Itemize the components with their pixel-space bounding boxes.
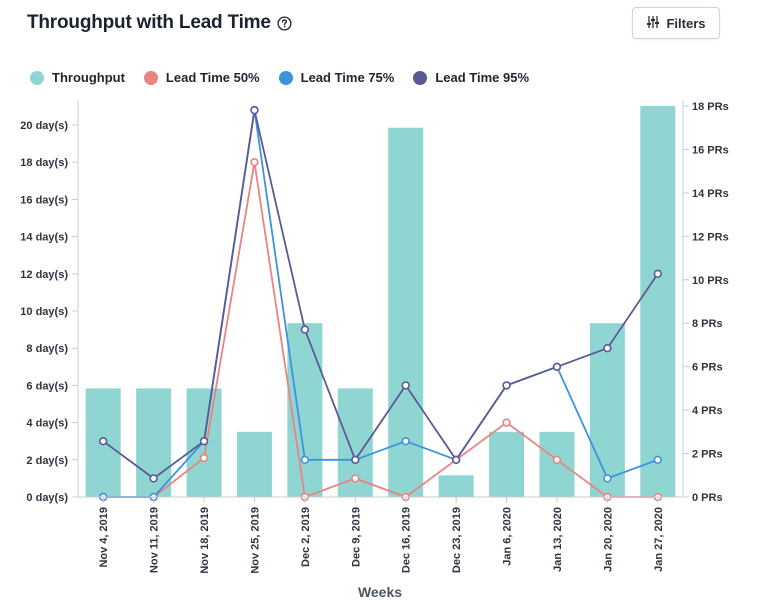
x-tick-label: Dec 2, 2019 bbox=[300, 507, 312, 567]
lead-time-75-point[interactable] bbox=[300, 455, 310, 464]
lead-time-95-point[interactable] bbox=[300, 325, 310, 334]
x-tick-label: Dec 16, 2019 bbox=[401, 507, 413, 573]
x-tick-label: Jan 6, 2020 bbox=[502, 507, 514, 566]
lead-time-75-point[interactable] bbox=[401, 437, 410, 446]
legend-item-lead-time-75[interactable]: Lead Time 75% bbox=[278, 70, 395, 85]
legend-swatch-lead-time-75 bbox=[278, 70, 293, 85]
legend-swatch-lead-time-50 bbox=[143, 70, 158, 85]
throughput-bar[interactable] bbox=[388, 127, 424, 497]
legend-label-lead-time-95: Lead Time 95% bbox=[435, 70, 530, 85]
lead-time-95-point[interactable] bbox=[351, 455, 360, 464]
y-left-tick-label: 16 day(s) bbox=[20, 194, 68, 206]
lead-time-95-point[interactable] bbox=[401, 381, 410, 390]
lead-time-lines bbox=[102, 109, 659, 498]
throughput-bar[interactable] bbox=[438, 475, 474, 497]
lead-time-50-line bbox=[103, 161, 658, 498]
x-tick-label: Jan 20, 2020 bbox=[602, 507, 614, 572]
lead-time-95-line bbox=[102, 109, 659, 480]
y-left-tick-label: 8 day(s) bbox=[26, 343, 68, 355]
y-left-tick-label: 12 day(s) bbox=[20, 269, 68, 281]
lead-time-95-point[interactable] bbox=[552, 362, 562, 371]
legend-item-throughput[interactable]: Throughput bbox=[30, 70, 125, 85]
lead-time-95-point[interactable] bbox=[451, 455, 461, 464]
legend-item-lead-time-50[interactable]: Lead Time 50% bbox=[143, 70, 260, 85]
x-tick-label: Dec 9, 2019 bbox=[350, 507, 362, 567]
y-left-tick-label: 4 day(s) bbox=[26, 418, 68, 430]
throughput-bar[interactable] bbox=[640, 106, 676, 497]
lead-time-75-point[interactable] bbox=[603, 474, 612, 483]
lead-time-50-point[interactable] bbox=[199, 453, 209, 463]
y-right-tick-label: 10 PRs bbox=[692, 275, 729, 287]
lead-time-95-point[interactable] bbox=[99, 437, 108, 446]
x-tick-label: Jan 13, 2020 bbox=[552, 507, 564, 572]
y-left-tick-label: 20 day(s) bbox=[20, 120, 68, 132]
lead-time-95-point[interactable] bbox=[653, 269, 662, 278]
y-right-tick-label: 18 PRs bbox=[692, 101, 729, 113]
y-left-tick-label: 10 day(s) bbox=[20, 306, 68, 318]
y-axis-right: 0 PRs 2 PRs 4 PRs 6 PRs 8 PRs 10 PRs 12 PRs 14 … bbox=[682, 100, 729, 504]
y-axis-left: 0 day(s) 2 day(s) 4 day(s) 6 day(s) 8 day(s)… bbox=[20, 100, 79, 504]
y-right-tick-label: 12 PRs bbox=[692, 231, 729, 243]
legend-label-lead-time-75: Lead Time 75% bbox=[300, 70, 395, 85]
y-right-tick-label: 2 PRs bbox=[692, 449, 723, 461]
legend-swatch-lead-time-95 bbox=[413, 70, 428, 85]
legend-item-lead-time-95[interactable]: Lead Time 95% bbox=[413, 70, 529, 85]
legend-swatch-throughput bbox=[30, 70, 44, 85]
throughput-bars bbox=[85, 106, 676, 497]
filters-button-label: Filters bbox=[666, 15, 706, 31]
chart-legend: Throughput Lead Time 50% Lead Time 75% L… bbox=[30, 70, 548, 85]
throughput-bar[interactable] bbox=[489, 431, 525, 497]
sliders-icon bbox=[646, 15, 660, 31]
lead-time-95-point[interactable] bbox=[149, 474, 158, 483]
chart-title-text: Throughput with Lead Time bbox=[27, 12, 271, 33]
x-tick-label: Dec 23, 2019 bbox=[451, 507, 463, 573]
x-axis: Nov 4, 2019 Nov 11, 2019 Nov 18, 2019 Nov 2… bbox=[78, 496, 683, 574]
y-left-tick-label: 0 day(s) bbox=[26, 492, 68, 504]
y-right-tick-label: 16 PRs bbox=[692, 144, 729, 156]
y-right-tick-label: 4 PRs bbox=[692, 405, 723, 417]
y-right-tick-label: 8 PRs bbox=[692, 318, 723, 330]
y-left-tick-label: 18 day(s) bbox=[20, 157, 68, 169]
y-right-tick-label: 6 PRs bbox=[692, 362, 723, 374]
lead-time-95-point[interactable] bbox=[502, 381, 511, 390]
throughput-bar[interactable] bbox=[287, 323, 323, 497]
lead-time-75-line bbox=[103, 109, 659, 498]
x-tick-label: Nov 4, 2019 bbox=[98, 507, 110, 568]
x-tick-label: Jan 27, 2020 bbox=[653, 507, 665, 572]
x-tick-label: Nov 18, 2019 bbox=[199, 507, 211, 574]
legend-label-throughput: Throughput bbox=[52, 70, 125, 85]
lead-time-95-point[interactable] bbox=[250, 105, 259, 115]
lead-time-50-point[interactable] bbox=[552, 455, 562, 464]
filters-button[interactable]: Filters bbox=[632, 7, 720, 39]
throughput-bar[interactable] bbox=[236, 431, 272, 497]
y-left-tick-label: 14 day(s) bbox=[20, 232, 68, 244]
throughput-bar[interactable] bbox=[539, 431, 575, 497]
lead-time-50-point[interactable] bbox=[351, 474, 360, 483]
x-axis-title: Weeks bbox=[358, 584, 402, 600]
lead-time-95-point[interactable] bbox=[603, 344, 612, 353]
help-icon[interactable] bbox=[277, 15, 292, 31]
y-right-tick-label: 14 PRs bbox=[692, 188, 729, 200]
lead-time-points bbox=[99, 105, 662, 502]
y-right-tick-label: 0 PRs bbox=[692, 492, 723, 504]
lead-time-95-point[interactable] bbox=[199, 437, 209, 446]
chart-title: Throughput with Lead Time bbox=[27, 12, 292, 34]
lead-time-75-point[interactable] bbox=[653, 455, 662, 464]
x-tick-label: Nov 25, 2019 bbox=[249, 507, 261, 574]
y-left-tick-label: 6 day(s) bbox=[26, 380, 68, 392]
legend-label-lead-time-50: Lead Time 50% bbox=[165, 70, 260, 85]
y-left-tick-label: 2 day(s) bbox=[26, 455, 68, 467]
lead-time-50-point[interactable] bbox=[250, 158, 259, 167]
x-tick-label: Nov 11, 2019 bbox=[149, 507, 161, 573]
lead-time-50-point[interactable] bbox=[502, 418, 511, 427]
